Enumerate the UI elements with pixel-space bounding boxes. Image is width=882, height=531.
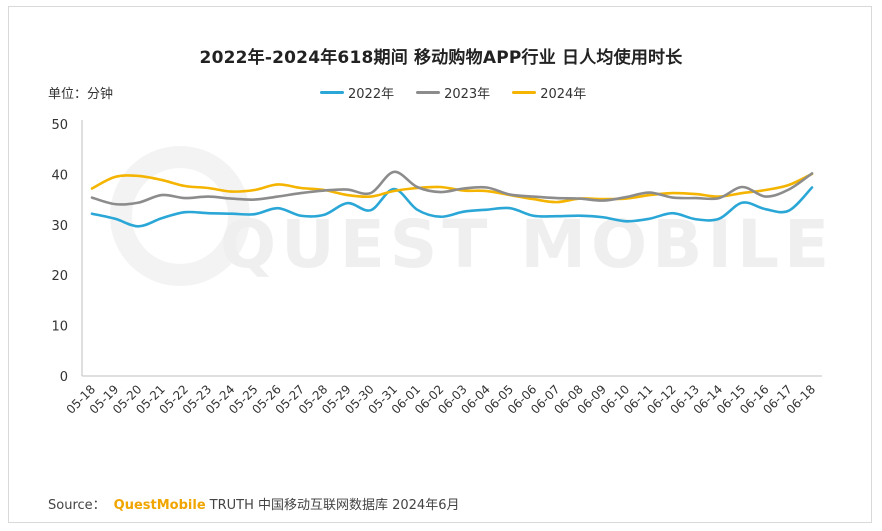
y-tick-label: 10 <box>51 320 68 335</box>
chart-title: 2022年-2024年618期间 移动购物APP行业 日人均使用时长 <box>199 48 683 68</box>
series-line-2022年 <box>90 186 814 228</box>
series-line-2023年 <box>90 170 814 206</box>
y-tick-label: 50 <box>51 118 68 133</box>
legend-label-2024: 2024年 <box>540 87 587 102</box>
legend: 2022年 2023年 2024年 <box>320 83 586 102</box>
legend-label-2022: 2022年 <box>348 87 395 102</box>
y-tick-label: 30 <box>51 219 68 234</box>
y-tick-label: 40 <box>51 168 68 183</box>
source-brand: QuestMobile <box>113 498 206 513</box>
legend-swatch-2023 <box>416 91 441 94</box>
legend-swatch-2024 <box>512 91 537 94</box>
series-line-2024年 <box>90 172 814 204</box>
legend-swatch-2022 <box>320 91 344 94</box>
y-tick-label: 0 <box>60 370 68 385</box>
source-detail: TRUTH 中国移动互联网数据库 2024年6月 <box>209 498 460 513</box>
source-note: Source： QuestMobile TRUTH 中国移动互联网数据库 202… <box>48 494 459 513</box>
y-tick-label: 20 <box>51 269 68 284</box>
unit-label: 单位：分钟 <box>48 87 114 102</box>
legend-item-2023: 2023年 <box>416 83 490 102</box>
legend-label-2023: 2023年 <box>444 87 491 102</box>
watermark-text: QUEST MOBILE <box>220 206 835 283</box>
legend-item-2024: 2024年 <box>512 83 586 102</box>
legend-item-2022: 2022年 <box>320 83 394 102</box>
source-prefix: Source： <box>48 498 106 513</box>
